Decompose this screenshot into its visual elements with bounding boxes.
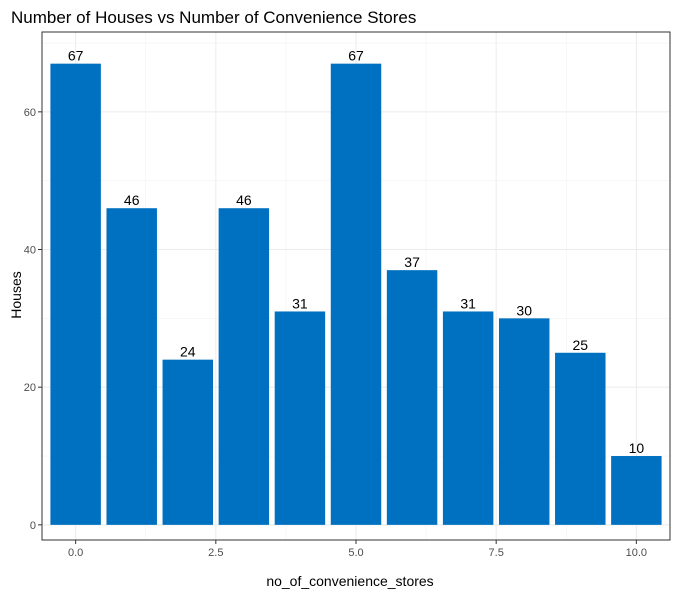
y-tick-label: 0 — [30, 520, 36, 532]
bar — [218, 208, 270, 525]
y-axis-ticks: 0 20 40 60 — [24, 107, 42, 532]
bar — [162, 359, 214, 525]
x-tick-label: 10.0 — [626, 547, 647, 559]
bar — [386, 270, 438, 525]
x-axis-ticks: 0.0 2.5 5.0 7.5 10.0 — [68, 540, 647, 559]
data-label: 31 — [460, 295, 476, 311]
y-tick-label: 60 — [24, 107, 36, 119]
data-label: 31 — [292, 295, 308, 311]
data-label: 67 — [348, 48, 364, 64]
x-tick-label: 5.0 — [348, 547, 363, 559]
data-label: 46 — [124, 192, 140, 208]
chart-title: Number of Houses vs Number of Convenienc… — [11, 8, 416, 27]
data-label: 25 — [572, 337, 588, 353]
y-tick-label: 20 — [24, 382, 36, 394]
y-tick-label: 40 — [24, 245, 36, 257]
y-axis-title: Houses — [8, 271, 24, 318]
x-tick-label: 2.5 — [208, 547, 223, 559]
data-label: 30 — [516, 302, 532, 318]
bar — [442, 311, 494, 525]
data-label: 37 — [404, 254, 420, 270]
bar — [50, 63, 101, 525]
bar — [274, 311, 326, 525]
bars — [50, 63, 662, 525]
data-label: 46 — [236, 192, 252, 208]
data-label: 10 — [629, 440, 645, 456]
data-labels: 67 46 24 46 31 67 37 31 30 25 10 — [68, 48, 645, 456]
x-tick-label: 7.5 — [489, 547, 504, 559]
data-label: 24 — [180, 344, 196, 360]
bar — [106, 208, 157, 525]
x-axis-title: no_of_convenience_stores — [266, 573, 433, 589]
x-tick-label: 0.0 — [68, 547, 83, 559]
data-label: 67 — [68, 48, 84, 64]
bar — [330, 63, 382, 525]
bar — [611, 456, 662, 525]
bar — [555, 352, 606, 525]
bar — [498, 318, 550, 525]
